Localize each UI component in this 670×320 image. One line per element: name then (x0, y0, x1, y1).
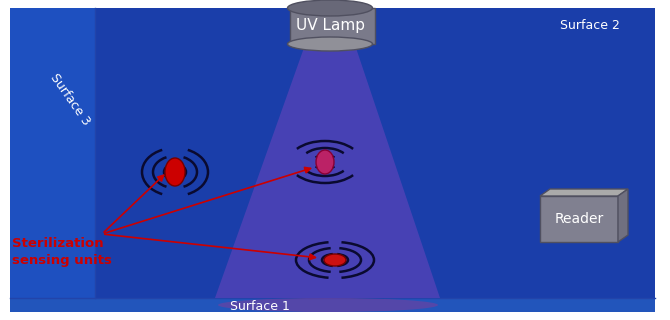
Polygon shape (10, 298, 655, 312)
Ellipse shape (287, 37, 373, 51)
Polygon shape (95, 8, 655, 298)
Text: Surface 2: Surface 2 (560, 19, 620, 31)
Text: Surface 3: Surface 3 (48, 72, 92, 128)
Polygon shape (540, 189, 628, 196)
Polygon shape (290, 8, 375, 44)
Ellipse shape (165, 158, 185, 186)
Polygon shape (540, 196, 618, 242)
Ellipse shape (324, 254, 346, 266)
Polygon shape (10, 8, 95, 298)
Ellipse shape (287, 0, 373, 16)
Text: UV Lamp: UV Lamp (295, 18, 364, 33)
Text: Surface 1: Surface 1 (230, 300, 290, 314)
Ellipse shape (218, 298, 438, 312)
Text: Sterilization
sensing units: Sterilization sensing units (12, 237, 112, 267)
Ellipse shape (316, 150, 334, 174)
Polygon shape (215, 45, 440, 298)
Polygon shape (618, 189, 628, 242)
Text: Reader: Reader (554, 212, 604, 226)
